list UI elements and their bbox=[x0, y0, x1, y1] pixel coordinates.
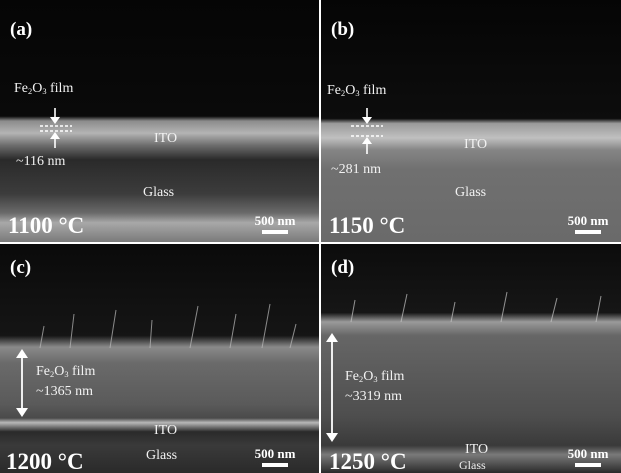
ito-label: ITO bbox=[465, 442, 489, 457]
scale-bar: 500 nm bbox=[565, 447, 611, 467]
film-label: Fe2O3 film bbox=[327, 83, 387, 99]
ito-label: ITO bbox=[464, 137, 488, 152]
scale-bar-label: 500 nm bbox=[567, 213, 609, 228]
scale-bar-label: 500 nm bbox=[567, 446, 609, 461]
temperature-label: 1250 °C bbox=[329, 449, 407, 473]
temperature-label: 1100 °C bbox=[8, 213, 85, 238]
scale-bar-line bbox=[262, 230, 288, 234]
sem-image-a bbox=[0, 0, 319, 242]
panel-label: (c) bbox=[10, 257, 32, 278]
panel-label: (d) bbox=[331, 257, 355, 278]
scale-bar-line bbox=[575, 230, 601, 234]
sem-image-c bbox=[0, 244, 319, 473]
glass-label: Glass bbox=[146, 448, 178, 463]
glass-label: Glass bbox=[459, 458, 486, 472]
temperature-label: 1200 °C bbox=[6, 449, 84, 473]
sem-image-b bbox=[321, 0, 621, 242]
ito-label: ITO bbox=[154, 423, 178, 438]
scale-bar-line bbox=[575, 463, 601, 467]
scale-bar-line bbox=[262, 463, 288, 467]
scale-bar: 500 nm bbox=[252, 214, 298, 234]
panel-label: (a) bbox=[10, 19, 33, 40]
temperature-label: 1150 °C bbox=[329, 213, 406, 238]
glass-label: Glass bbox=[143, 185, 175, 200]
film-label: Fe2O3 film bbox=[345, 369, 405, 385]
scale-bar: 500 nm bbox=[252, 447, 298, 467]
film-label: Fe2O3 film bbox=[36, 364, 96, 380]
sem-image-d bbox=[321, 244, 621, 473]
thickness-label: ~3319 nm bbox=[345, 389, 402, 404]
thickness-label: ~1365 nm bbox=[36, 384, 93, 399]
panel-d: (d) Fe2O3 film ~3319 nm ITO Glass 1250 °… bbox=[321, 244, 621, 473]
panel-label: (b) bbox=[331, 19, 355, 40]
panel-b: (b) Fe2O3 film ITO ~281 nm Glass 1150 °C… bbox=[321, 0, 621, 242]
glass-label: Glass bbox=[455, 185, 487, 200]
ito-label: ITO bbox=[154, 131, 178, 146]
scale-bar-label: 500 nm bbox=[254, 213, 296, 228]
thickness-label: ~281 nm bbox=[331, 162, 381, 177]
thickness-label: ~116 nm bbox=[16, 154, 66, 169]
panel-a: (a) Fe2O3 film ITO ~116 nm Glass 1100 °C… bbox=[0, 0, 319, 242]
scale-bar: 500 nm bbox=[565, 214, 611, 234]
panel-c: (c) Fe2O3 film ~1365 nm ITO Glass 1200 °… bbox=[0, 244, 319, 473]
scale-bar-label: 500 nm bbox=[254, 446, 296, 461]
film-label: Fe2O3 film bbox=[14, 81, 74, 97]
